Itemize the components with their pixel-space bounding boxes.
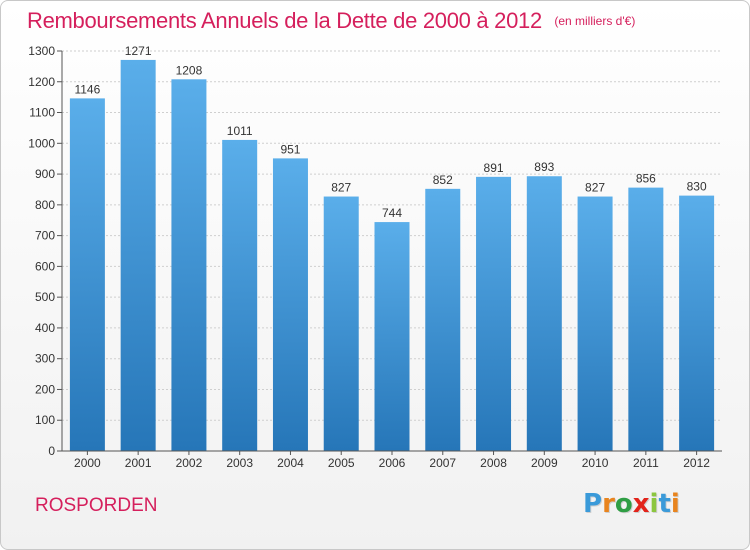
x-tick-label-2008: 2008 bbox=[480, 456, 507, 470]
data-label-2012: 830 bbox=[687, 180, 707, 194]
y-tick-label: 500 bbox=[35, 290, 55, 304]
x-tick-label-2001: 2001 bbox=[125, 456, 152, 470]
data-label-2011: 856 bbox=[636, 172, 656, 186]
y-tick-label: 700 bbox=[35, 229, 55, 243]
logo-letter: P bbox=[583, 489, 603, 519]
bar-2002 bbox=[171, 79, 207, 452]
y-tick-label: 1200 bbox=[28, 75, 55, 89]
chart-unit-note: (en milliers d'€) bbox=[554, 14, 636, 28]
x-tick-label-2006: 2006 bbox=[379, 456, 406, 470]
logo-letter: r bbox=[602, 489, 615, 519]
bar-2012 bbox=[679, 195, 715, 451]
bars bbox=[69, 59, 715, 452]
x-tick-label-2003: 2003 bbox=[226, 456, 253, 470]
y-tick-label: 1300 bbox=[28, 44, 55, 58]
data-label-2010: 827 bbox=[585, 181, 605, 195]
logo-letter: t bbox=[658, 489, 671, 519]
x-tick-label-2012: 2012 bbox=[683, 456, 710, 470]
logo-letter: o bbox=[614, 489, 633, 519]
y-tick-label: 1100 bbox=[29, 106, 55, 120]
x-tick-label-2005: 2005 bbox=[328, 456, 355, 470]
y-tick-label: 100 bbox=[35, 413, 55, 427]
bar-2005 bbox=[323, 196, 359, 451]
bar-2004 bbox=[272, 158, 308, 451]
data-label-2006: 744 bbox=[382, 206, 402, 220]
bar-2001 bbox=[120, 59, 156, 452]
proxiti-logo: Proxiti bbox=[583, 489, 680, 519]
logo-letter: i bbox=[649, 489, 659, 519]
y-tick-label: 800 bbox=[35, 198, 55, 212]
chart-title: Remboursements Annuels de la Dette de 20… bbox=[27, 8, 542, 33]
data-label-2001: 1271 bbox=[125, 44, 152, 58]
data-label-2000: 1146 bbox=[74, 82, 100, 96]
x-tick-label-2000: 2000 bbox=[74, 456, 101, 470]
data-label-2005: 827 bbox=[331, 181, 351, 195]
x-tick-label-2010: 2010 bbox=[582, 456, 609, 470]
data-label-2004: 951 bbox=[280, 142, 300, 156]
bar-2010 bbox=[577, 196, 613, 451]
title-row: Remboursements Annuels de la Dette de 20… bbox=[27, 8, 635, 34]
bar-2011 bbox=[628, 187, 664, 451]
bar-2009 bbox=[526, 176, 562, 451]
logo-letter: i bbox=[670, 489, 680, 519]
y-tick-label: 600 bbox=[35, 259, 55, 273]
y-tick-label: 900 bbox=[35, 167, 55, 181]
bar-2007 bbox=[425, 188, 461, 451]
axes: 0 100 200 300 400 500 600 700 800 900 1000 1100 1200… bbox=[28, 44, 722, 470]
data-labels: 1146 1271 1208 1011 951 827 744 852 891 893 827 856… bbox=[74, 44, 706, 220]
bar-2008 bbox=[476, 176, 512, 451]
data-label-2008: 891 bbox=[484, 161, 504, 175]
y-tick-label: 200 bbox=[35, 382, 55, 396]
y-tick-label: 1000 bbox=[28, 136, 55, 150]
data-label-2007: 852 bbox=[433, 173, 453, 187]
x-tick-label-2002: 2002 bbox=[176, 456, 203, 470]
x-tick-label-2009: 2009 bbox=[531, 456, 558, 470]
commune-name: ROSPORDEN bbox=[35, 495, 158, 516]
bar-2003 bbox=[222, 139, 258, 451]
y-tick-label: 300 bbox=[35, 352, 55, 366]
bar-2000 bbox=[69, 98, 105, 451]
x-tick-label-2011: 2011 bbox=[633, 456, 659, 470]
x-tick-label-2007: 2007 bbox=[429, 456, 456, 470]
y-tick-label: 0 bbox=[48, 444, 55, 458]
bar-2006 bbox=[374, 222, 410, 451]
data-label-2002: 1208 bbox=[176, 63, 203, 77]
data-label-2003: 1011 bbox=[227, 124, 253, 138]
y-tick-label: 400 bbox=[35, 321, 55, 335]
logo-letter: x bbox=[632, 489, 650, 519]
x-tick-label-2004: 2004 bbox=[277, 456, 304, 470]
data-label-2009: 893 bbox=[534, 160, 554, 174]
